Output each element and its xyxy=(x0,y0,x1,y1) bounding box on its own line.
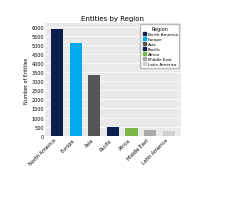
Bar xyxy=(144,131,156,136)
Bar xyxy=(162,131,174,136)
Bar xyxy=(88,75,100,136)
Bar xyxy=(125,128,137,136)
Bar xyxy=(106,127,118,136)
Legend: North America, Europe, Asia, Pacific, Africa, Middle East, Latin America: North America, Europe, Asia, Pacific, Af… xyxy=(140,25,179,68)
Title: Entities by Region: Entities by Region xyxy=(81,16,144,22)
Bar xyxy=(51,29,63,136)
Y-axis label: Number of Entities: Number of Entities xyxy=(24,57,28,103)
Bar xyxy=(70,44,82,136)
